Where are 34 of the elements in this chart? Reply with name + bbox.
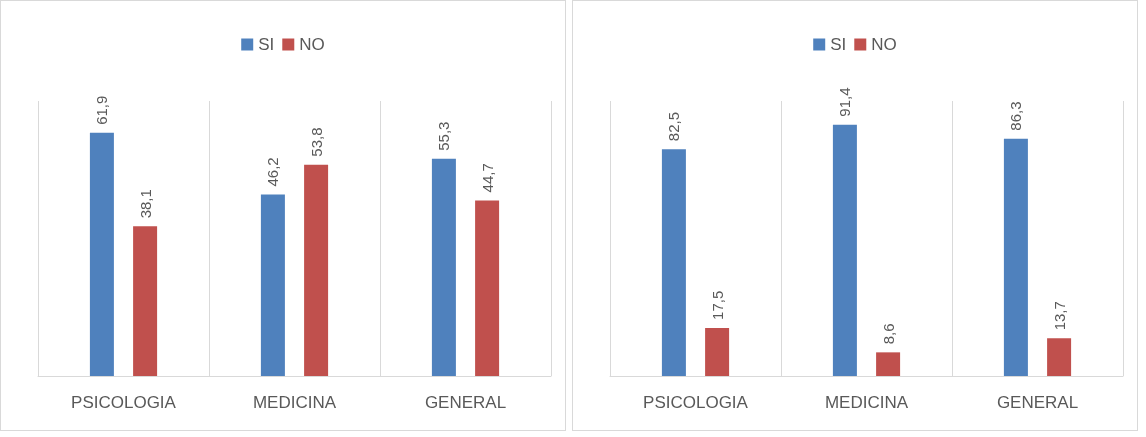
bar bbox=[1003, 138, 1028, 376]
data-label: 86,3 bbox=[1007, 101, 1025, 131]
data-label: 91,4 bbox=[836, 87, 854, 117]
legend-label: SI bbox=[258, 35, 275, 54]
data-label: 38,1 bbox=[136, 189, 154, 219]
legend-label: NO bbox=[299, 35, 325, 54]
data-label: 46,2 bbox=[264, 157, 282, 187]
data-label: 8,6 bbox=[879, 323, 897, 345]
data-label: 17,5 bbox=[708, 290, 726, 320]
data-label: 13,7 bbox=[1050, 301, 1068, 331]
data-label: 53,8 bbox=[307, 127, 325, 157]
data-label: 82,5 bbox=[665, 111, 683, 142]
x-tick-label: PSICOLOGIA bbox=[643, 393, 749, 412]
data-label: 61,9 bbox=[93, 95, 111, 125]
bar bbox=[876, 352, 901, 376]
bar bbox=[431, 158, 456, 376]
bar bbox=[705, 327, 730, 376]
bar bbox=[475, 200, 500, 376]
data-label: 44,7 bbox=[478, 163, 496, 193]
bar bbox=[661, 149, 686, 376]
bar bbox=[304, 164, 329, 376]
x-tick-label: GENERAL bbox=[996, 393, 1079, 412]
x-tick-label: PSICOLOGIA bbox=[71, 393, 177, 412]
x-tick-label: GENERAL bbox=[424, 393, 507, 412]
legend-label: SI bbox=[830, 35, 847, 54]
x-tick-label: MEDICINA bbox=[252, 393, 337, 412]
bar bbox=[832, 124, 857, 376]
bar bbox=[260, 194, 285, 376]
data-label: 55,3 bbox=[435, 121, 453, 151]
legend-label: NO bbox=[871, 35, 897, 54]
x-tick-label: MEDICINA bbox=[824, 393, 909, 412]
bar bbox=[89, 132, 114, 376]
bar bbox=[133, 226, 158, 376]
bar bbox=[1047, 338, 1072, 376]
